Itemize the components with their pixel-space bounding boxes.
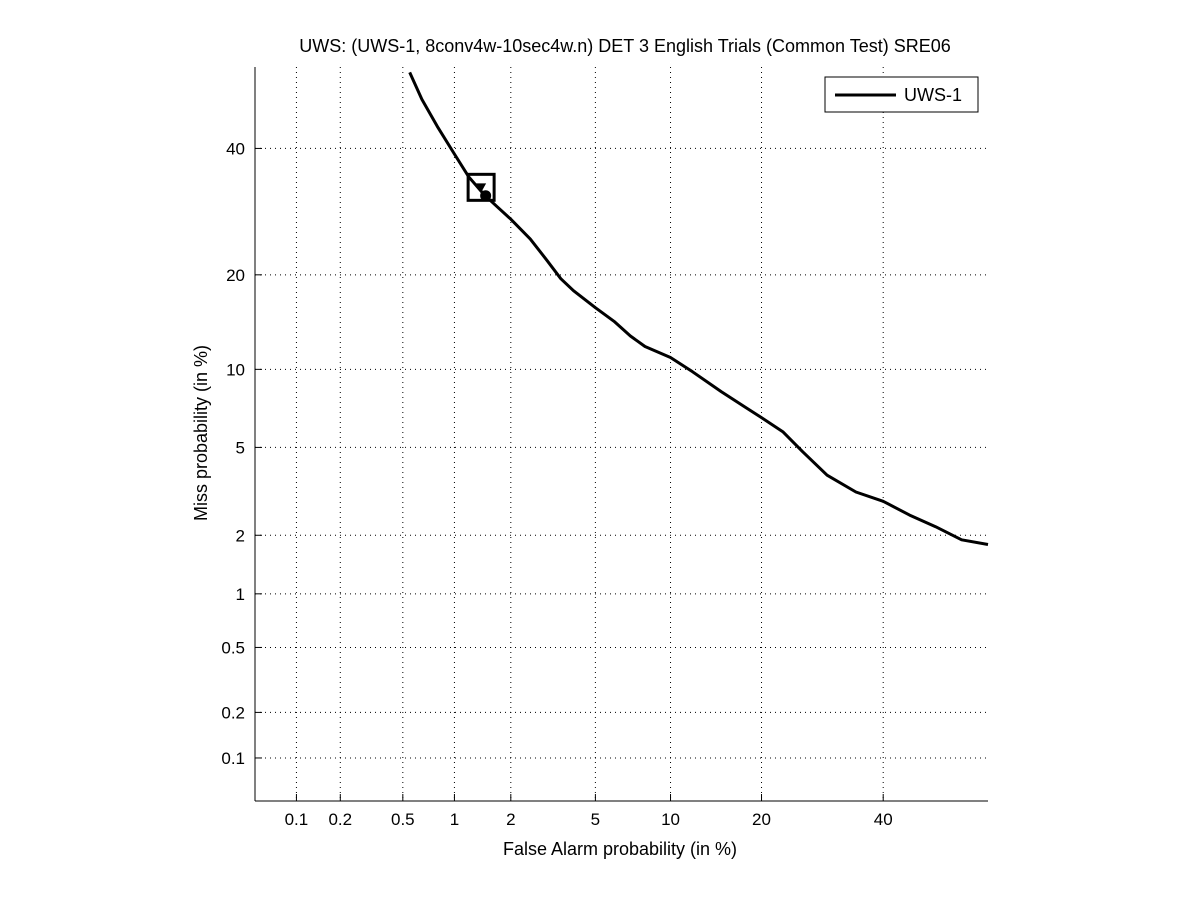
y-tick-label: 1 [236,585,245,604]
chart-title: UWS: (UWS-1, 8conv4w-10sec4w.n) DET 3 En… [299,36,951,56]
y-tick-label: 5 [236,438,245,457]
y-tick-label: 40 [226,139,245,158]
y-tick-label: 0.2 [221,703,245,722]
x-axis-label: False Alarm probability (in %) [503,839,737,859]
y-tick-labels: 0.1 0.2 0.5 1 2 5 10 20 40 [221,139,245,768]
x-tick-label: 2 [506,810,515,829]
y-tick-label: 0.5 [221,638,245,657]
x-tick-label: 10 [661,810,680,829]
y-tick-label: 2 [236,526,245,545]
x-tick-label: 0.2 [328,810,352,829]
triangle-marker [476,183,487,193]
y-tick-label: 20 [226,266,245,285]
axes [254,67,988,802]
min-dcf-square-marker [466,172,496,202]
legend-label-uws-1: UWS-1 [904,85,962,105]
x-tick-labels: 0.1 0.2 0.5 1 2 5 10 20 40 [285,810,893,829]
grid-lines [255,67,988,801]
x-tick-label: 40 [874,810,893,829]
x-tick-label: 0.5 [391,810,415,829]
plot-area [408,71,989,546]
y-tick-label: 10 [226,360,245,379]
series-line-uws-1 [408,71,989,546]
legend: UWS-1 [824,76,979,113]
x-tick-label: 20 [752,810,771,829]
actual-dcf-circle-marker [480,190,492,202]
y-axis-label: Miss probability (in %) [191,345,211,521]
x-tick-label: 1 [450,810,459,829]
y-tick-label: 0.1 [221,749,245,768]
x-tick-label: 0.1 [285,810,309,829]
x-tick-label: 5 [591,810,600,829]
